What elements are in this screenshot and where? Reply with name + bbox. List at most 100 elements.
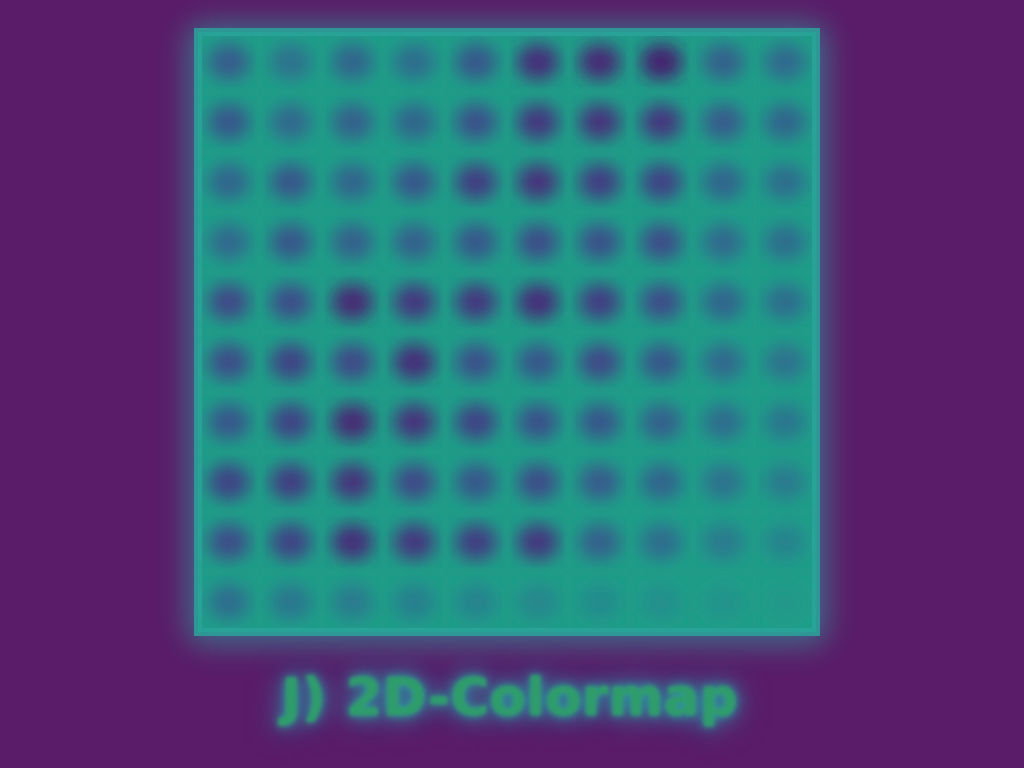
heatmap-cell: [516, 104, 559, 140]
heatmap-cell: [207, 44, 250, 80]
heatmap-cell: [764, 524, 807, 560]
heatmap-cell: [578, 524, 621, 560]
heatmap-cell: [207, 464, 250, 500]
heatmap-cell: [269, 404, 312, 440]
heatmap-cell: [578, 404, 621, 440]
heatmap-cell: [207, 224, 250, 260]
heatmap-cell: [455, 104, 498, 140]
heatmap-cell: [764, 164, 807, 200]
heatmap-cells: [207, 44, 807, 620]
figure-caption: J) 2D-Colormap: [281, 668, 739, 728]
heatmap-cell: [640, 584, 683, 620]
heatmap-cell: [393, 344, 436, 380]
heatmap-cell: [702, 524, 745, 560]
heatmap-cell: [578, 284, 621, 320]
heatmap-cell: [578, 464, 621, 500]
heatmap-cell: [269, 104, 312, 140]
heatmap-cell: [702, 164, 745, 200]
heatmap-cell: [764, 404, 807, 440]
heatmap-cell: [207, 164, 250, 200]
heatmap-cell: [269, 344, 312, 380]
heatmap-cell: [455, 164, 498, 200]
heatmap-cell: [331, 164, 374, 200]
heatmap-cell: [455, 524, 498, 560]
heatmap-cell: [331, 344, 374, 380]
heatmap-cell: [393, 524, 436, 560]
heatmap-cell: [269, 524, 312, 560]
heatmap-cell: [331, 464, 374, 500]
heatmap-cell: [640, 164, 683, 200]
heatmap-cell: [702, 44, 745, 80]
heatmap-cell: [331, 584, 374, 620]
heatmap-cell: [393, 404, 436, 440]
heatmap-cell: [207, 404, 250, 440]
heatmap-cell: [393, 224, 436, 260]
heatmap-cell: [455, 344, 498, 380]
heatmap-cell: [207, 524, 250, 560]
heatmap-cell: [331, 284, 374, 320]
heatmap-cell: [640, 524, 683, 560]
heatmap-cell: [516, 344, 559, 380]
heatmap-cell: [393, 104, 436, 140]
heatmap-cell: [455, 224, 498, 260]
heatmap-cell: [516, 404, 559, 440]
heatmap-cell: [578, 344, 621, 380]
heatmap-cell: [516, 284, 559, 320]
heatmap-cell: [764, 104, 807, 140]
heatmap-cell: [702, 464, 745, 500]
plot-frame: [194, 28, 820, 636]
heatmap-cell: [269, 44, 312, 80]
heatmap-cell: [640, 44, 683, 80]
heatmap-cell: [764, 44, 807, 80]
heatmap-cell: [393, 164, 436, 200]
heatmap-cell: [393, 584, 436, 620]
heatmap-cell: [331, 104, 374, 140]
heatmap-cell: [455, 284, 498, 320]
heatmap-cell: [516, 584, 559, 620]
heatmap-cell: [269, 224, 312, 260]
heatmap-cell: [207, 284, 250, 320]
heatmap-cell: [393, 284, 436, 320]
heatmap-cell: [702, 224, 745, 260]
heatmap-cell: [516, 44, 559, 80]
heatmap-cell: [578, 44, 621, 80]
heatmap-cell: [331, 224, 374, 260]
heatmap-cell: [516, 164, 559, 200]
heatmap-cell: [269, 284, 312, 320]
heatmap-cell: [640, 104, 683, 140]
heatmap-cell: [331, 44, 374, 80]
heatmap-cell: [455, 464, 498, 500]
heatmap-cell: [207, 344, 250, 380]
heatmap-cell: [455, 404, 498, 440]
heatmap-cell: [393, 464, 436, 500]
heatmap-cell: [516, 464, 559, 500]
heatmap-cell: [393, 44, 436, 80]
heatmap-cell: [640, 464, 683, 500]
heatmap-cell: [702, 344, 745, 380]
heatmap-cell: [764, 584, 807, 620]
heatmap-cell: [702, 284, 745, 320]
heatmap-cell: [269, 584, 312, 620]
heatmap-cell: [578, 104, 621, 140]
heatmap-cell: [455, 584, 498, 620]
heatmap-cell: [207, 104, 250, 140]
heatmap-cell: [702, 104, 745, 140]
heatmap-cell: [764, 224, 807, 260]
heatmap-cell: [702, 584, 745, 620]
heatmap-cell: [764, 284, 807, 320]
heatmap-cell: [640, 404, 683, 440]
heatmap-cell: [578, 164, 621, 200]
heatmap-cell: [764, 464, 807, 500]
heatmap-cell: [764, 344, 807, 380]
heatmap-cell: [640, 284, 683, 320]
heatmap-cell: [331, 524, 374, 560]
heatmap-cell: [516, 524, 559, 560]
heatmap-gridlines: [198, 32, 816, 632]
heatmap-cell: [207, 584, 250, 620]
heatmap-cell: [640, 224, 683, 260]
heatmap-cell: [455, 44, 498, 80]
heatmap-cell: [331, 404, 374, 440]
heatmap-cell: [269, 464, 312, 500]
heatmap-cell: [702, 404, 745, 440]
